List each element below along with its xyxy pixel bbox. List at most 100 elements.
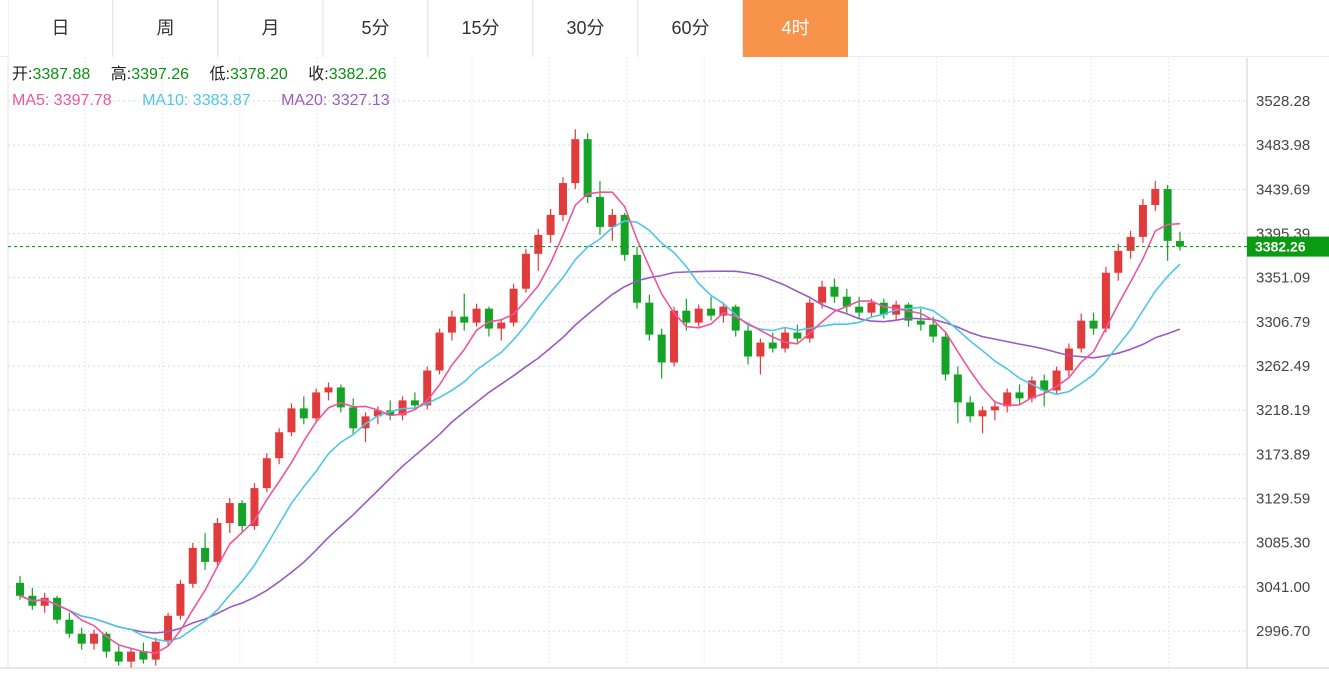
candle-down: [1089, 320, 1098, 329]
y-axis-label: 2996.70: [1256, 623, 1310, 640]
y-axis-label: 3129.59: [1256, 491, 1310, 508]
candle-up: [1138, 204, 1147, 237]
candle-down: [238, 503, 247, 527]
tab-day[interactable]: 日: [8, 0, 113, 57]
candle-down: [633, 254, 641, 303]
candle-down: [53, 597, 62, 620]
y-axis-label: 3085.30: [1256, 535, 1310, 552]
candle-up: [670, 310, 679, 363]
candle-down: [904, 304, 913, 321]
current-price-badge: [1247, 236, 1329, 257]
candle-down: [744, 330, 753, 357]
candle-down: [102, 633, 111, 652]
candle-down: [583, 139, 592, 197]
candle-down: [139, 651, 148, 660]
candle-down: [595, 196, 604, 227]
candle-up: [694, 308, 703, 323]
y-axis-label: 3218.19: [1256, 402, 1310, 419]
candle-up: [521, 253, 530, 289]
ma5-line: [19, 191, 1181, 655]
candle-down: [114, 651, 123, 662]
candle-up: [546, 214, 555, 235]
candle-up: [373, 410, 382, 417]
candle-down: [410, 400, 419, 406]
candle-down: [929, 324, 938, 337]
candle-up: [719, 306, 728, 316]
candle-up: [188, 547, 197, 584]
candle-up: [40, 597, 49, 606]
candle-up: [1003, 392, 1012, 407]
candle-down: [65, 619, 74, 634]
candle-up: [756, 342, 765, 357]
candle-down: [916, 320, 925, 325]
candle-up: [225, 503, 234, 524]
candle-down: [16, 582, 24, 596]
candle-up: [1151, 189, 1160, 205]
candle-up: [818, 286, 827, 303]
candle-up: [361, 416, 370, 429]
candle-up: [435, 332, 444, 371]
candle-up: [608, 214, 617, 227]
candle-down: [1040, 380, 1049, 391]
candle-down: [657, 334, 666, 363]
candle-down: [842, 296, 851, 307]
candle-up: [127, 651, 136, 662]
tab-15min[interactable]: 15分: [428, 0, 533, 57]
candle-up: [978, 410, 987, 417]
tab-4hour[interactable]: 4时: [743, 0, 848, 57]
candle-up: [558, 183, 567, 215]
chart-region: 3528.28 3483.98 3439.69 3395.39 3351.09 3306.…: [0, 58, 1329, 676]
candle-down: [731, 306, 740, 331]
candle-down: [386, 410, 395, 416]
candle-down: [645, 302, 654, 335]
candle-up: [213, 523, 222, 562]
candle-up: [176, 583, 185, 616]
tab-30min[interactable]: 30分: [533, 0, 638, 57]
candle-down: [299, 408, 308, 419]
ma10-line: [19, 220, 1181, 643]
candle-up: [472, 308, 481, 323]
candle-down: [855, 306, 864, 313]
candle-up: [805, 302, 814, 339]
candle-down: [879, 302, 888, 315]
tab-month[interactable]: 月: [218, 0, 323, 57]
candle-up: [447, 316, 456, 333]
candle-up: [990, 406, 999, 411]
candle-down: [1015, 392, 1024, 399]
y-axis-label: 3041.00: [1256, 579, 1310, 596]
candle-up: [1052, 370, 1061, 391]
candle-down: [336, 387, 345, 408]
tab-week[interactable]: 周: [113, 0, 218, 57]
candle-up: [1101, 272, 1110, 329]
candle-up: [164, 615, 173, 642]
candle-down: [793, 332, 802, 339]
candle-down: [1163, 189, 1172, 241]
ma20-line: [19, 270, 1181, 634]
candle-up: [312, 392, 321, 419]
candle-up: [90, 633, 99, 644]
candle-up: [275, 432, 284, 459]
candle-down: [201, 547, 210, 562]
y-axis-label: 3262.49: [1256, 358, 1310, 375]
candle-down: [966, 402, 975, 417]
candle-up: [287, 408, 296, 433]
plot-area: [16, 129, 1184, 668]
candle-down: [707, 308, 716, 316]
y-axis-label: 3439.69: [1256, 181, 1310, 198]
y-axis-label: 3173.89: [1256, 446, 1310, 463]
candle-up: [867, 302, 876, 313]
tab-5min[interactable]: 5分: [323, 0, 428, 57]
candle-up: [571, 139, 580, 184]
candle-down: [460, 316, 469, 323]
candle-up: [324, 387, 333, 393]
candlestick-chart[interactable]: 3528.283483.983439.693395.393351.093306.…: [0, 58, 1329, 676]
candle-up: [1114, 250, 1123, 273]
y-axis-label: 3528.28: [1256, 93, 1310, 110]
candle-down: [953, 374, 962, 403]
tab-60min[interactable]: 60分: [638, 0, 743, 57]
candle-up: [1077, 320, 1086, 349]
y-axis-label: 3306.79: [1256, 314, 1310, 331]
candle-down: [620, 214, 629, 255]
candle-down: [830, 286, 839, 297]
